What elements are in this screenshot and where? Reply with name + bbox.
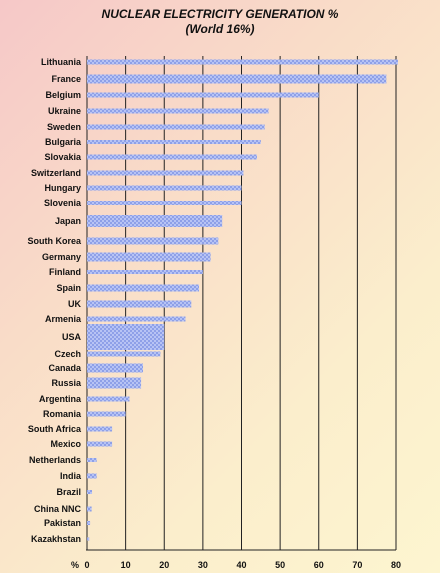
category-label: China NNC [34,504,82,514]
category-label: Netherlands [29,455,81,465]
bar-usa [87,324,165,350]
bar-japan [87,215,223,227]
title-line: NUCLEAR ELECTRICITY GENERATION % [101,7,339,21]
category-label: Czech [54,349,81,359]
bar-belgium [87,92,319,98]
bar-argentina [87,396,130,402]
category-label: Pakistan [44,518,81,528]
category-label: Canada [48,363,82,373]
category-label: Slovenia [44,198,82,208]
x-axis-label: % [71,560,79,570]
category-label: Germany [42,252,81,262]
category-label: USA [62,332,82,342]
bar-france [87,74,387,84]
category-label: Romania [43,409,82,419]
x-tick-label: 70 [352,560,362,570]
bar-kazakhstan [87,537,90,541]
x-tick-label: 30 [198,560,208,570]
bar-armenia [87,316,186,322]
bar-south-africa [87,426,113,432]
category-label: France [51,74,81,84]
bar-romania [87,411,126,417]
category-label: Sweden [47,122,81,132]
x-tick-label: 80 [391,560,401,570]
category-labels: Lithuania France Belgium Ukraine Sweden Bulga… [27,57,82,544]
x-tick-label: 10 [121,560,131,570]
bar-germany [87,252,211,262]
bar-ukraine [87,108,269,114]
category-label: Bulgaria [45,137,82,147]
bar-finland [87,270,203,274]
x-tick-label: 20 [159,560,169,570]
category-label: Mexico [50,439,81,449]
bar-mexico [87,441,113,447]
bar-china-nnc [87,506,92,512]
category-label: Belgium [45,90,81,100]
x-tick-label: 40 [236,560,246,570]
bar-pakistan [87,521,91,525]
bar-netherlands [87,458,97,462]
bar-sweden [87,124,265,130]
category-label: Hungary [44,183,81,193]
category-label: India [60,471,82,481]
bar-canada [87,363,144,373]
bars [87,59,398,541]
category-label: Russia [51,378,82,388]
bar-brazil [87,490,93,494]
bar-bulgaria [87,140,261,144]
category-label: Lithuania [41,57,82,67]
bar-hungary [87,185,242,191]
category-label: Argentina [39,394,82,404]
category-label: Finland [49,267,81,277]
category-label: Ukraine [48,106,81,116]
category-label: Armenia [45,314,82,324]
category-label: South Africa [28,424,82,434]
bar-lithuania [87,59,398,65]
bar-uk [87,300,192,308]
category-label: Switzerland [31,168,81,178]
category-label: Japan [55,216,81,226]
category-label: Spain [56,283,81,293]
category-label: South Korea [27,236,81,246]
x-tick-label: 0 [84,560,89,570]
chart-title: NUCLEAR ELECTRICITY GENERATION % (World … [0,7,440,37]
x-tick-label: 60 [314,560,324,570]
category-label: UK [68,299,81,309]
category-label: Kazakhstan [31,534,81,544]
bar-slovakia [87,154,257,160]
x-axis: 0 10 20 30 40 50 60 70 80% [71,560,401,570]
bar-india [87,473,97,479]
bar-russia [87,377,142,389]
grid-lines [86,56,397,551]
x-tick-label: 50 [275,560,285,570]
category-label: Slovakia [44,152,82,162]
bar-czech [87,351,161,357]
category-label: Brazil [56,487,81,497]
bar-switzerland [87,170,244,176]
bar-slovenia [87,201,242,205]
bar-spain [87,284,200,292]
bar-south-korea [87,237,219,245]
subtitle-line: (World 16%) [185,22,255,36]
